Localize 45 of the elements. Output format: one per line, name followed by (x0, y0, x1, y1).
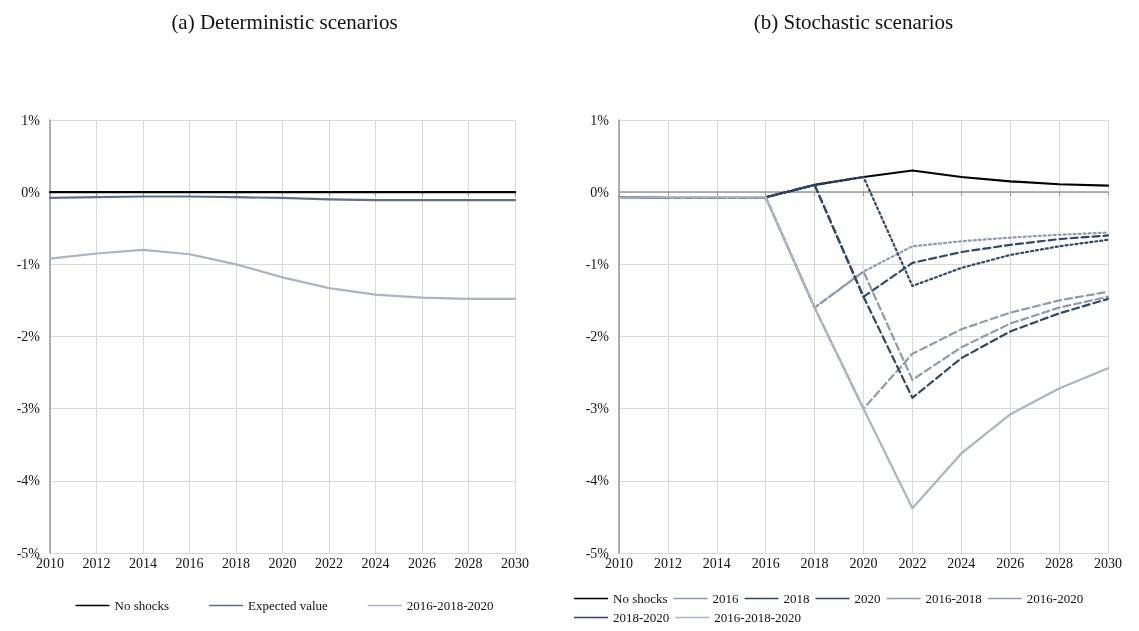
x-tick-label: 2022 (315, 555, 343, 571)
legend-label: 2016-2018 (925, 591, 982, 606)
x-tick-label: 2030 (501, 555, 529, 571)
x-tick-label: 2022 (898, 555, 927, 571)
x-tick-label: 2020 (849, 555, 878, 571)
x-tick-label: 2012 (82, 555, 111, 571)
y-tick-label: -1% (16, 256, 41, 272)
y-tick-label: 1% (21, 112, 41, 128)
chart-title: (a) Deterministic scenarios (171, 9, 398, 34)
x-tick-label: 2014 (129, 555, 157, 571)
x-tick-label: 2026 (996, 555, 1025, 571)
y-tick-label: -4% (16, 473, 41, 489)
y-tick-label: 1% (590, 112, 610, 128)
y-tick-label: -4% (585, 473, 610, 489)
x-tick-label: 2026 (408, 555, 436, 571)
legend-label: 2016-2018-2020 (714, 610, 801, 625)
y-tick-label: -2% (16, 329, 41, 344)
x-tick-label: 2028 (454, 555, 483, 571)
legend-label: 2020 (854, 591, 881, 606)
y-tick-label: -1% (585, 256, 610, 272)
y-tick-label: -3% (16, 401, 41, 417)
chart-title: (b) Stochastic scenarios (753, 9, 954, 34)
x-tick-label: 2028 (1045, 555, 1074, 571)
legend-label: Expected value (248, 598, 329, 613)
legend-label: 2016-2018-2020 (406, 598, 494, 613)
x-tick-label: 2018 (800, 555, 829, 571)
x-tick-label: 2016 (751, 555, 780, 571)
x-tick-label: 2024 (947, 555, 976, 571)
y-tick-label: -2% (585, 329, 610, 344)
x-tick-label: 2012 (653, 555, 682, 571)
x-tick-label: 2024 (361, 555, 390, 571)
legend-label: 2016-2020 (1026, 591, 1084, 606)
x-tick-label: 2014 (702, 555, 731, 571)
x-tick-label: 2030 (1094, 555, 1122, 571)
legend-label: 2016 (712, 591, 740, 606)
x-tick-label: 2018 (222, 555, 250, 571)
y-tick-label: 0% (590, 184, 610, 200)
legend-label: 2018-2020 (613, 610, 670, 625)
y-tick-label: -3% (585, 401, 610, 417)
legend-label: 2018 (783, 591, 810, 606)
y-tick-label: 0% (21, 184, 41, 200)
legend-label: No shocks (114, 598, 170, 613)
x-tick-label: 2020 (268, 555, 297, 571)
legend-label: No shocks (613, 591, 668, 606)
x-tick-label: 2016 (175, 555, 204, 571)
